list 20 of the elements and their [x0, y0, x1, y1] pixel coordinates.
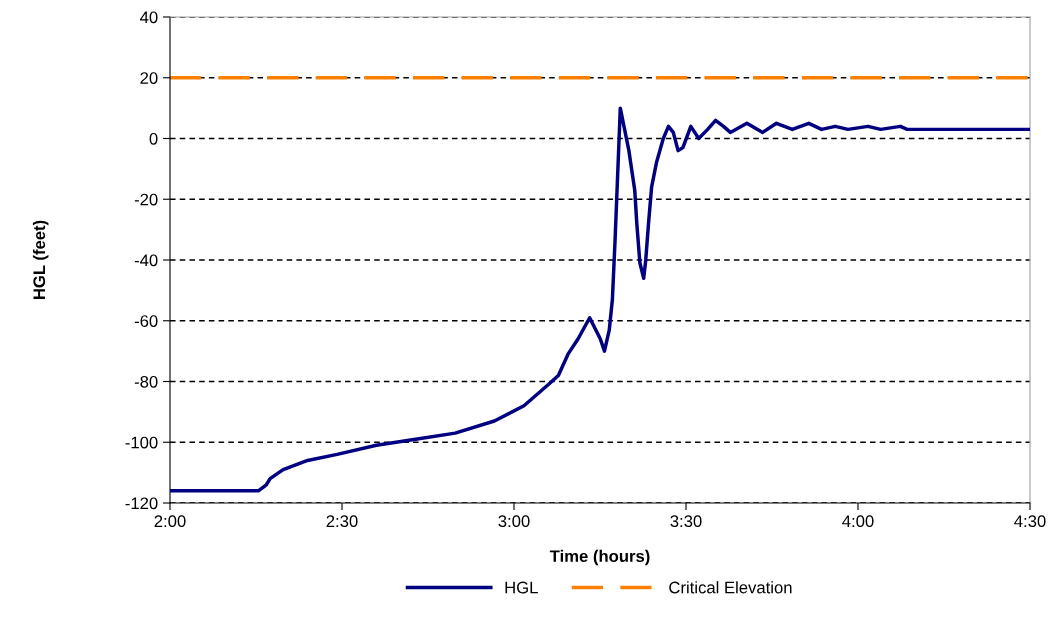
y-tick-label: 0	[149, 132, 158, 145]
y-tick-label: -20	[134, 193, 158, 206]
y-tick-label: -40	[134, 254, 158, 267]
x-tick-label: 4:30	[1014, 515, 1046, 528]
x-tick-label: 3:00	[498, 515, 530, 528]
y-tick-label: 40	[140, 11, 158, 24]
legend-label: HGL	[505, 581, 538, 594]
y-tick-label: -80	[134, 375, 158, 388]
y-tick-label: 20	[140, 72, 158, 84]
y-tick-label: -120	[125, 497, 158, 510]
x-tick-label: 2:00	[154, 515, 186, 528]
line-series	[170, 106, 1030, 493]
x-tick-label: 3:30	[670, 515, 702, 528]
y-tick-label: -100	[125, 436, 158, 449]
y-axis-title: HGL (feet)	[32, 220, 49, 300]
legend-label: Critical Elevation	[669, 581, 792, 594]
y-tick-label: -60	[134, 315, 158, 327]
x-tick-label: 2:30	[326, 515, 358, 528]
x-tick-label: 4:00	[842, 515, 874, 528]
x-axis-title: Time (hours)	[549, 549, 650, 566]
